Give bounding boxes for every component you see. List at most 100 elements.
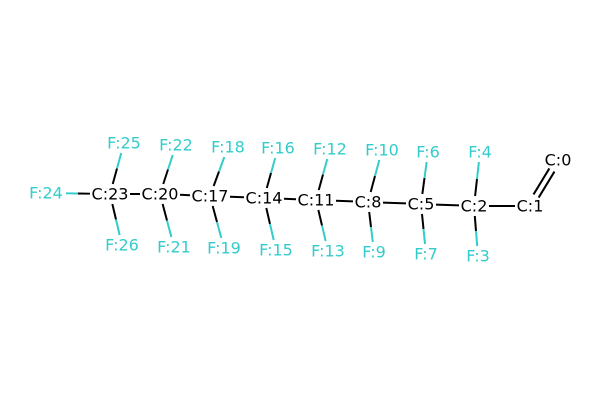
atom-F13: F:13 [311,242,345,261]
bond-segment-fluorine [166,220,173,238]
atom-F24: F:24 [29,184,63,203]
atom-label: F:19 [207,239,241,258]
atom-F10: F:10 [365,141,399,160]
bond-line [335,199,354,203]
atom-label: F:15 [259,241,293,260]
atom-label: F:25 [107,134,141,153]
bond-segment-fluorine [270,157,277,174]
bond-C8-F9 [368,211,374,243]
atom-C11: C:11 [298,191,335,210]
atom-C0: C:0 [545,151,572,170]
bond-C14-F16 [265,157,277,189]
atom-label: F:13 [311,242,345,261]
bond-segment-fluorine [322,158,329,175]
bond-segment-fluorine [321,225,327,242]
bond-C11-F13 [317,209,327,242]
atom-F12: F:12 [313,140,347,159]
bond-C2-F4 [474,161,480,197]
atom-label: C:14 [246,189,283,208]
bond-C8-C11 [335,199,354,203]
bond-C8-F10 [369,159,381,193]
atom-label: F:4 [468,143,492,162]
bond-C17-F19 [211,205,223,239]
bond-segment-fluorine [115,219,121,236]
bond-C5-F7 [421,213,426,245]
atom-F7: F:7 [414,245,438,264]
atom-label: C:20 [142,185,179,204]
bond-C17-F18 [212,156,226,187]
bond-segment-carbon [265,172,272,189]
atom-label: C:2 [461,197,488,216]
bond-layer [65,152,556,247]
atom-label: C:11 [298,191,335,210]
atom-C17: C:17 [192,187,229,206]
bond-segment-carbon [211,205,218,223]
bond-C5-C8 [382,201,407,205]
bond-segment-carbon [317,209,323,226]
atom-label: C:5 [408,195,435,214]
bond-C2-F3 [473,215,479,247]
bond-line-a [532,167,551,195]
atom-layer: C:0 C:1 C:2 F:3 F:4 C:5 F:6 F:7 C:8 F:9 F:10 C:11 F:… [29,134,571,266]
atom-F16: F:16 [261,139,295,158]
bond-segment-fluorine [370,226,374,243]
bond-line-b [537,171,556,199]
atom-label: F:26 [105,236,139,255]
atom-F9: F:9 [362,243,386,262]
atom-C2: C:2 [461,197,488,216]
atom-C20: C:20 [142,185,179,204]
atom-F25: F:25 [107,134,141,153]
atom-C5: C:5 [408,195,435,214]
atom-label: F:21 [157,238,191,257]
bond-segment-carbon [421,213,425,230]
atom-F19: F:19 [207,239,241,258]
bond-segment-fluorine [269,223,275,241]
atom-label: F:7 [414,245,438,264]
bond-C5-F6 [421,161,428,195]
atom-C1: C:1 [517,197,544,216]
bond-segment-fluorine [216,221,223,239]
bond-C23-F25 [111,152,123,185]
bond-segment-fluorine [422,228,426,245]
atom-label: C:8 [355,193,382,212]
bond-C20-F21 [161,203,173,238]
atom-label: C:17 [192,187,229,206]
bond-segment-carbon [317,174,324,191]
atom-label: F:22 [159,136,193,155]
bond-segment-carbon [473,215,477,232]
bond-segment-carbon [111,168,118,185]
atom-F26: F:26 [105,236,139,255]
bond-C2-C5 [435,203,460,207]
bond-segment-carbon [111,203,117,220]
bond-C11-F12 [317,158,329,191]
atom-F18: F:18 [211,138,245,157]
bond-segment-carbon [212,171,220,187]
atom-label: F:18 [211,138,245,157]
atom-label: F:10 [365,141,399,160]
atom-C8: C:8 [355,193,382,212]
atom-F21: F:21 [157,238,191,257]
atom-label: F:24 [29,184,63,203]
bond-segment-carbon [368,211,372,228]
atom-C14: C:14 [246,189,283,208]
bond-segment-carbon [162,169,169,185]
bond-line [229,195,245,199]
atom-F22: F:22 [159,136,193,155]
bond-segment-carbon [265,207,271,225]
bond-segment-carbon [369,175,376,193]
atom-label: C:1 [517,197,544,216]
atom-F3: F:3 [466,247,490,266]
bond-segment-carbon [421,177,426,195]
atom-label: C:0 [545,151,572,170]
bond-segment-fluorine [423,161,428,179]
atom-label: F:16 [261,139,295,158]
bond-segment-fluorine [218,156,226,172]
bond-C20-F22 [162,154,174,185]
bond-segment-fluorine [475,230,479,247]
bond-C14-F15 [265,207,275,241]
bond-segment-fluorine [167,154,174,170]
bond-segment-fluorine [374,159,381,177]
atom-label: C:23 [92,185,129,204]
atom-F15: F:15 [259,241,293,260]
atom-F6: F:6 [416,143,440,162]
